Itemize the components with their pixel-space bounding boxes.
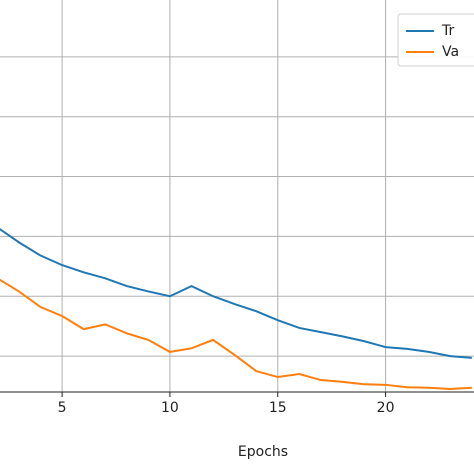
x-tick-label: 15 [269, 400, 287, 416]
legend-label: Va [442, 44, 459, 60]
legend: Tr Va [397, 13, 474, 67]
plot-area [0, 227, 472, 391]
x-tick-label: 10 [161, 400, 179, 416]
x-tick-label: 5 [58, 400, 67, 416]
x-tick-label: 20 [377, 400, 395, 416]
x-axis-label: Epochs [238, 444, 288, 460]
line-series [0, 227, 472, 359]
line-series [0, 278, 472, 391]
legend-label: Tr [441, 23, 454, 39]
legend-box [397, 13, 474, 67]
